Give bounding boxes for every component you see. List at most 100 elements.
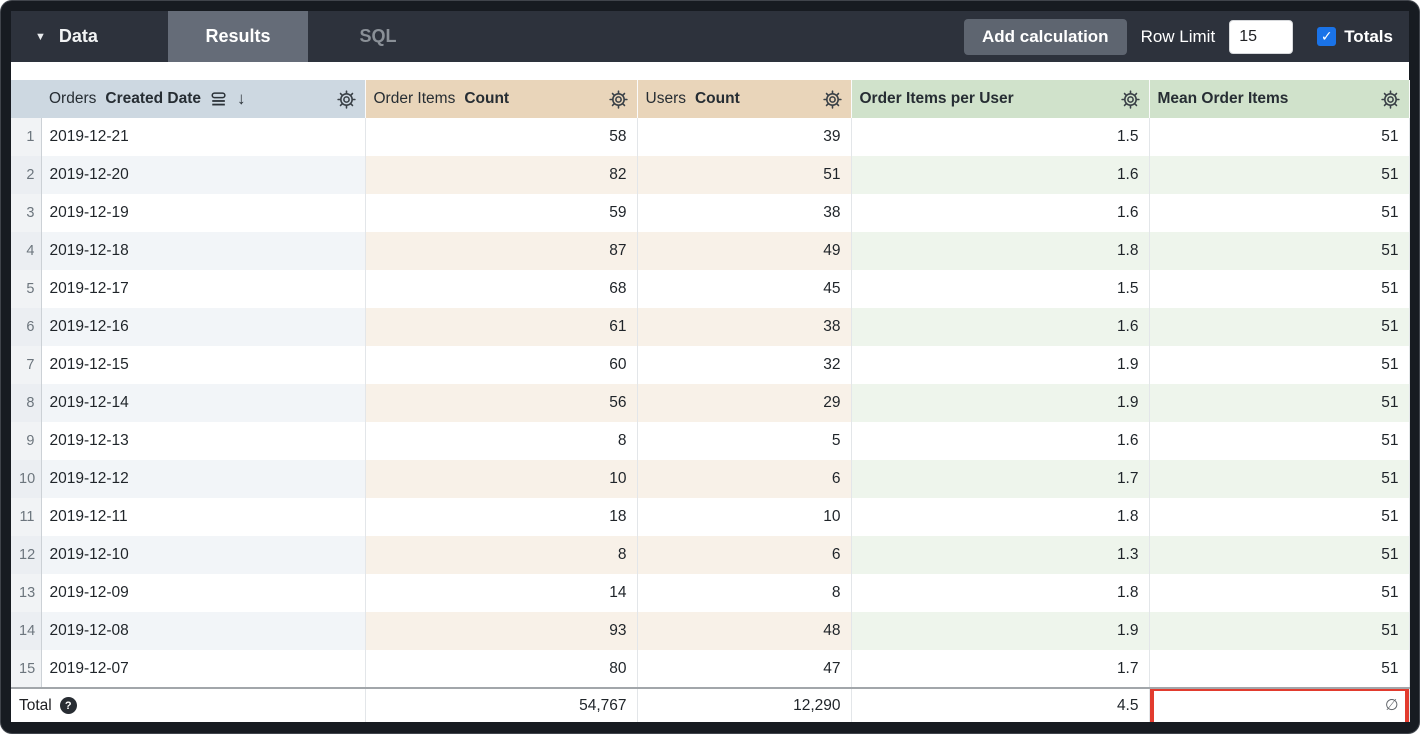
row-limit-input[interactable] [1229,19,1294,54]
cell-order-items-count[interactable]: 58 [365,118,638,156]
cell-mean-order-items[interactable]: 51 [1149,498,1410,536]
cell-order-items-count[interactable]: 93 [365,612,638,650]
cell-items-per-user[interactable]: 1.3 [851,536,1150,574]
cell-users-count[interactable]: 48 [637,612,852,650]
add-calculation-button[interactable]: Add calculation [963,18,1127,55]
column-header-orders-created-date[interactable]: Orders Created Date ↓ [41,80,366,118]
cell-users-count[interactable]: 6 [637,536,852,574]
total-label-cell: Total ? [11,687,366,722]
cell-date[interactable]: 2019-12-18 [41,232,366,270]
gear-icon[interactable] [1380,89,1401,110]
cell-order-items-count[interactable]: 56 [365,384,638,422]
gear-icon[interactable] [822,89,843,110]
cell-mean-order-items[interactable]: 51 [1149,308,1410,346]
cell-users-count[interactable]: 39 [637,118,852,156]
cell-order-items-count[interactable]: 10 [365,460,638,498]
column-header-users-count[interactable]: Users Count [637,80,852,118]
cell-items-per-user[interactable]: 1.6 [851,308,1150,346]
cell-items-per-user[interactable]: 1.8 [851,574,1150,612]
cell-date[interactable]: 2019-12-15 [41,346,366,384]
cell-users-count[interactable]: 32 [637,346,852,384]
gear-icon[interactable] [1120,89,1141,110]
cell-date[interactable]: 2019-12-11 [41,498,366,536]
cell-users-count[interactable]: 6 [637,460,852,498]
cell-items-per-user[interactable]: 1.5 [851,270,1150,308]
cell-order-items-count[interactable]: 18 [365,498,638,536]
tab-sql[interactable]: SQL [359,26,397,46]
cell-date[interactable]: 2019-12-13 [41,422,366,460]
gear-icon[interactable] [608,89,629,110]
cell-users-count[interactable]: 47 [637,650,852,688]
cell-order-items-count[interactable]: 61 [365,308,638,346]
cell-date[interactable]: 2019-12-07 [41,650,366,688]
sort-desc-icon[interactable]: ↓ [237,89,246,108]
cell-items-per-user[interactable]: 1.5 [851,118,1150,156]
cell-date[interactable]: 2019-12-12 [41,460,366,498]
cell-users-count[interactable]: 38 [637,194,852,232]
column-header-order-items-count[interactable]: Order Items Count [365,80,638,118]
cell-mean-order-items[interactable]: 51 [1149,460,1410,498]
cell-users-count[interactable]: 5 [637,422,852,460]
cell-order-items-count[interactable]: 82 [365,156,638,194]
cell-items-per-user[interactable]: 1.6 [851,156,1150,194]
cell-items-per-user[interactable]: 1.8 [851,498,1150,536]
cell-items-per-user[interactable]: 1.7 [851,650,1150,688]
cell-date[interactable]: 2019-12-09 [41,574,366,612]
data-panel-toggle[interactable]: ▼ Data [11,11,168,62]
cell-users-count[interactable]: 49 [637,232,852,270]
cell-date[interactable]: 2019-12-21 [41,118,366,156]
field-group-icon [211,92,226,106]
cell-mean-order-items[interactable]: 51 [1149,118,1410,156]
cell-order-items-count[interactable]: 87 [365,232,638,270]
cell-date[interactable]: 2019-12-16 [41,308,366,346]
cell-order-items-count[interactable]: 14 [365,574,638,612]
row-number: 14 [11,612,42,650]
cell-items-per-user[interactable]: 1.9 [851,612,1150,650]
cell-mean-order-items[interactable]: 51 [1149,156,1410,194]
column-header-order-items-per-user[interactable]: Order Items per User [851,80,1150,118]
cell-mean-order-items[interactable]: 51 [1149,346,1410,384]
total-order-items-count: 54,767 [365,687,638,722]
cell-items-per-user[interactable]: 1.9 [851,346,1150,384]
cell-users-count[interactable]: 38 [637,308,852,346]
cell-items-per-user[interactable]: 1.7 [851,460,1150,498]
cell-mean-order-items[interactable]: 51 [1149,422,1410,460]
cell-items-per-user[interactable]: 1.6 [851,194,1150,232]
cell-items-per-user[interactable]: 1.8 [851,232,1150,270]
cell-date[interactable]: 2019-12-17 [41,270,366,308]
cell-mean-order-items[interactable]: 51 [1149,612,1410,650]
cell-mean-order-items[interactable]: 51 [1149,574,1410,612]
cell-mean-order-items[interactable]: 51 [1149,270,1410,308]
toolbar-spacer [448,11,964,62]
totals-checkbox[interactable]: ✓ [1317,27,1337,46]
column-header-mean-order-items[interactable]: Mean Order Items [1149,80,1410,118]
cell-mean-order-items[interactable]: 51 [1149,650,1410,688]
cell-mean-order-items[interactable]: 51 [1149,232,1410,270]
row-limit-label: Row Limit [1140,26,1216,46]
cell-users-count[interactable]: 29 [637,384,852,422]
cell-mean-order-items[interactable]: 51 [1149,194,1410,232]
cell-mean-order-items[interactable]: 51 [1149,384,1410,422]
cell-date[interactable]: 2019-12-20 [41,156,366,194]
data-panel-label: Data [58,26,98,46]
cell-date[interactable]: 2019-12-14 [41,384,366,422]
cell-users-count[interactable]: 10 [637,498,852,536]
cell-users-count[interactable]: 51 [637,156,852,194]
help-icon[interactable]: ? [59,697,77,714]
cell-users-count[interactable]: 45 [637,270,852,308]
cell-date[interactable]: 2019-12-08 [41,612,366,650]
gear-icon[interactable] [336,89,357,110]
cell-items-per-user[interactable]: 1.9 [851,384,1150,422]
tab-results[interactable]: Results [168,11,308,62]
cell-date[interactable]: 2019-12-19 [41,194,366,232]
cell-date[interactable]: 2019-12-10 [41,536,366,574]
cell-order-items-count[interactable]: 80 [365,650,638,688]
cell-order-items-count[interactable]: 8 [365,422,638,460]
cell-items-per-user[interactable]: 1.6 [851,422,1150,460]
cell-order-items-count[interactable]: 60 [365,346,638,384]
cell-order-items-count[interactable]: 59 [365,194,638,232]
cell-order-items-count[interactable]: 8 [365,536,638,574]
cell-users-count[interactable]: 8 [637,574,852,612]
cell-mean-order-items[interactable]: 51 [1149,536,1410,574]
cell-order-items-count[interactable]: 68 [365,270,638,308]
